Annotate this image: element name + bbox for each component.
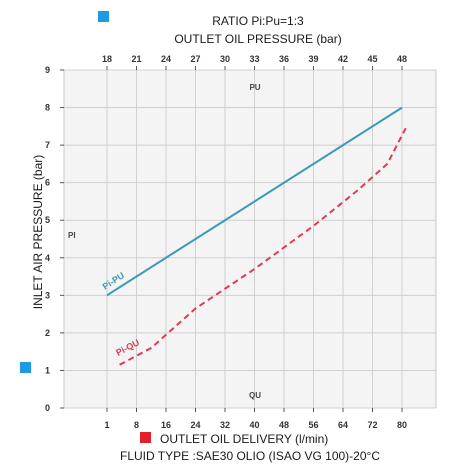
- y-tick-label: 3: [45, 290, 50, 300]
- y-tick-label: 6: [45, 178, 50, 188]
- bottom-tick-label: 1: [104, 420, 109, 430]
- top-tick-label: 27: [190, 54, 200, 64]
- y-tick-label: 0: [45, 403, 50, 413]
- y-tick-label: 1: [45, 365, 50, 375]
- top-tick-label: 30: [220, 54, 230, 64]
- top-axis-label: OUTLET OIL PRESSURE (bar): [174, 32, 341, 46]
- footer-note: FLUID TYPE :SAE30 OLIO (ISAO VG 100)-20°…: [120, 449, 380, 463]
- bottom-tick-label: 40: [249, 420, 259, 430]
- bottom-tick-label: 72: [367, 420, 377, 430]
- series-line-pi-pu: [106, 106, 403, 297]
- bottom-tick-label: 32: [220, 420, 230, 430]
- bottom-tick-label: 64: [338, 420, 348, 430]
- delivery-legend-square: [140, 432, 151, 443]
- top-tick-label: 36: [279, 54, 289, 64]
- pu-annotation: PU: [249, 83, 260, 92]
- top-tick-label: 39: [308, 54, 318, 64]
- y-tick-label: 4: [45, 253, 50, 263]
- top-tick-label: 18: [102, 54, 112, 64]
- bottom-axis-label: OUTLET OIL DELIVERY (l/min): [160, 432, 328, 446]
- y-tick-label: 5: [45, 215, 50, 225]
- top-tick-label: 33: [249, 54, 259, 64]
- top-tick-label: 21: [131, 54, 141, 64]
- y-tick-label: 7: [45, 140, 50, 150]
- y-axis-label: INLET AIR PRESSURE (bar): [31, 155, 45, 310]
- bottom-tick-label: 24: [190, 420, 200, 430]
- bottom-tick-label: 16: [161, 420, 171, 430]
- top-tick-label: 24: [161, 54, 171, 64]
- y-tick-label: 8: [45, 103, 50, 113]
- series-group: [106, 106, 407, 366]
- bottom-tick-label: 56: [308, 420, 318, 430]
- inlet-legend-square: [20, 362, 31, 373]
- pressure-legend-square: [98, 11, 109, 22]
- top-tick-label: 45: [367, 54, 377, 64]
- qu-annotation: QU: [249, 391, 261, 400]
- pi-annotation: PI: [68, 231, 76, 240]
- top-tick-label: 42: [338, 54, 348, 64]
- bottom-tick-label: 8: [134, 420, 139, 430]
- bottom-tick-label: 48: [279, 420, 289, 430]
- y-tick-label: 2: [45, 328, 50, 338]
- bottom-tick-label: 80: [397, 420, 407, 430]
- y-tick-label: 9: [45, 65, 50, 75]
- chart-title: RATIO Pi:Pu=1:3: [212, 14, 304, 28]
- top-tick-label: 48: [397, 54, 407, 64]
- series-line-pi-qu: [119, 127, 407, 366]
